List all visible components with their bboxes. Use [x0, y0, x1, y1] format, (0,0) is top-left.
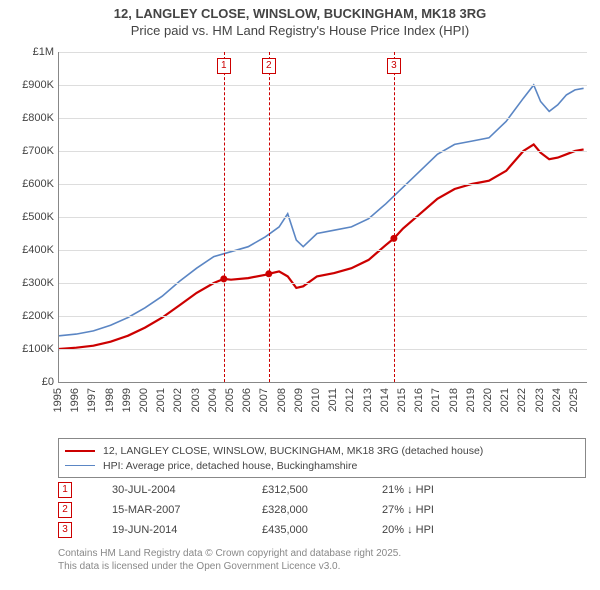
title-line-2: Price paid vs. HM Land Registry's House …	[0, 23, 600, 40]
sales-date: 30-JUL-2004	[112, 484, 262, 496]
x-axis-label: 2025	[568, 388, 580, 412]
x-axis-label: 2015	[396, 388, 408, 412]
x-axis-label: 2012	[344, 388, 356, 412]
x-axis-label: 2006	[241, 388, 253, 412]
y-gridline	[59, 250, 587, 251]
y-axis-label: £1M	[6, 46, 54, 58]
y-axis-label: £700K	[6, 145, 54, 157]
x-axis-label: 2017	[430, 388, 442, 412]
title-line-1: 12, LANGLEY CLOSE, WINSLOW, BUCKINGHAM, …	[0, 6, 600, 23]
x-axis-label: 2002	[172, 388, 184, 412]
sale-marker-box: 1	[217, 58, 231, 74]
x-axis-label: 2019	[465, 388, 477, 412]
sales-delta: 27% ↓ HPI	[382, 504, 502, 516]
series-hpi	[59, 85, 584, 336]
y-gridline	[59, 349, 587, 350]
legend-swatch	[65, 450, 95, 452]
sales-row: 2 15-MAR-2007£328,00027% ↓ HPI	[58, 500, 586, 520]
x-axis-label: 2011	[327, 388, 339, 412]
y-axis-label: £100K	[6, 343, 54, 355]
x-axis-label: 1998	[104, 388, 116, 412]
y-axis-label: £0	[6, 376, 54, 388]
y-gridline	[59, 151, 587, 152]
y-gridline	[59, 217, 587, 218]
y-gridline	[59, 283, 587, 284]
x-axis-label: 2005	[224, 388, 236, 412]
legend-row: 12, LANGLEY CLOSE, WINSLOW, BUCKINGHAM, …	[65, 443, 579, 458]
chart-container: 12, LANGLEY CLOSE, WINSLOW, BUCKINGHAM, …	[0, 0, 600, 590]
y-axis-label: £300K	[6, 277, 54, 289]
legend-label: 12, LANGLEY CLOSE, WINSLOW, BUCKINGHAM, …	[103, 445, 483, 457]
y-axis-label: £800K	[6, 112, 54, 124]
y-axis-label: £200K	[6, 310, 54, 322]
x-axis-label: 2004	[207, 388, 219, 412]
sales-delta: 20% ↓ HPI	[382, 524, 502, 536]
y-axis-label: £900K	[6, 79, 54, 91]
y-gridline	[59, 118, 587, 119]
sale-vline	[224, 52, 225, 382]
plot-area: 1 2 3	[58, 52, 587, 383]
x-axis-label: 2014	[379, 388, 391, 412]
y-axis-label: £400K	[6, 244, 54, 256]
y-gridline	[59, 85, 587, 86]
x-axis-label: 2013	[362, 388, 374, 412]
sale-vline	[394, 52, 395, 382]
y-axis-label: £600K	[6, 178, 54, 190]
sales-price: £435,000	[262, 524, 382, 536]
x-axis-label: 2003	[190, 388, 202, 412]
x-axis-label: 2024	[551, 388, 563, 412]
sales-row: 3 19-JUN-2014£435,00020% ↓ HPI	[58, 520, 586, 540]
series-property	[59, 144, 584, 349]
sales-row: 1 30-JUL-2004£312,50021% ↓ HPI	[58, 480, 586, 500]
sales-delta: 21% ↓ HPI	[382, 484, 502, 496]
x-axis-label: 2023	[534, 388, 546, 412]
x-axis-label: 2007	[258, 388, 270, 412]
x-axis-label: 1996	[69, 388, 81, 412]
sales-price: £312,500	[262, 484, 382, 496]
sales-num-box: 1	[58, 482, 72, 498]
footer-attribution: Contains HM Land Registry data © Crown c…	[58, 548, 586, 573]
footer-line-1: Contains HM Land Registry data © Crown c…	[58, 548, 586, 561]
x-axis-label: 2020	[482, 388, 494, 412]
footer-line-2: This data is licensed under the Open Gov…	[58, 561, 586, 574]
sales-table: 1 30-JUL-2004£312,50021% ↓ HPI 2 15-MAR-200…	[58, 480, 586, 540]
sale-vline	[269, 52, 270, 382]
x-axis-label: 1999	[121, 388, 133, 412]
y-gridline	[59, 316, 587, 317]
sales-date: 19-JUN-2014	[112, 524, 262, 536]
chart-area: 1 2 3 £0 £100K £200K £300K £400K £500K £600K £700…	[0, 44, 600, 434]
y-axis-label: £500K	[6, 211, 54, 223]
sale-marker-box: 3	[387, 58, 401, 74]
sales-num-box: 2	[58, 502, 72, 518]
x-axis-label: 2009	[293, 388, 305, 412]
x-axis-label: 2001	[155, 388, 167, 412]
x-axis-label: 2000	[138, 388, 150, 412]
legend-label: HPI: Average price, detached house, Buck…	[103, 460, 357, 472]
x-axis-label: 2016	[413, 388, 425, 412]
x-axis-label: 1995	[52, 388, 64, 412]
x-axis-label: 1997	[86, 388, 98, 412]
sales-date: 15-MAR-2007	[112, 504, 262, 516]
title-block: 12, LANGLEY CLOSE, WINSLOW, BUCKINGHAM, …	[0, 0, 600, 40]
x-axis-label: 2021	[499, 388, 511, 412]
sales-num-box: 3	[58, 522, 72, 538]
legend-box: 12, LANGLEY CLOSE, WINSLOW, BUCKINGHAM, …	[58, 438, 586, 478]
y-gridline	[59, 184, 587, 185]
y-gridline	[59, 52, 587, 53]
x-axis-label: 2022	[516, 388, 528, 412]
x-axis-label: 2008	[276, 388, 288, 412]
sale-marker-box: 2	[262, 58, 276, 74]
x-axis-label: 2018	[448, 388, 460, 412]
legend-swatch	[65, 465, 95, 466]
x-axis-label: 2010	[310, 388, 322, 412]
sales-price: £328,000	[262, 504, 382, 516]
legend-row: HPI: Average price, detached house, Buck…	[65, 458, 579, 473]
